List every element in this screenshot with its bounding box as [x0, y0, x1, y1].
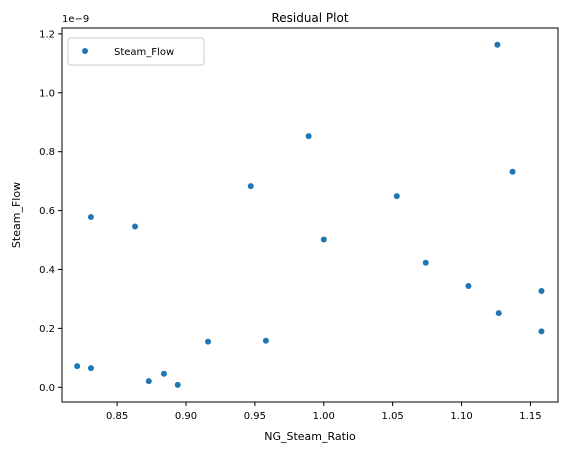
data-point [422, 259, 429, 266]
y-tick-label: 1.0 [39, 88, 55, 99]
data-point [132, 223, 139, 230]
plot-frame [61, 27, 559, 403]
y-tick-label: 1.2 [39, 29, 55, 40]
x-tick-label: 0.95 [244, 411, 266, 422]
data-point [509, 168, 516, 175]
chart-title: Residual Plot [271, 11, 348, 25]
y-tick-label: 0.2 [39, 324, 55, 335]
data-point [247, 183, 254, 190]
data-point [495, 310, 502, 317]
x-axis-title: NG_Steam_Ratio [264, 430, 356, 443]
data-point [305, 133, 312, 140]
y-tick-label: 0.4 [39, 265, 55, 276]
data-point [205, 338, 212, 345]
data-point [538, 328, 545, 335]
x-tick-label: 1.05 [382, 411, 404, 422]
data-point [262, 337, 269, 344]
x-tick-label: 1.10 [450, 411, 472, 422]
data-point [87, 214, 94, 221]
x-tick-label: 0.85 [106, 411, 128, 422]
x-tick-label: 0.90 [175, 411, 197, 422]
data-point [87, 365, 94, 372]
data-point [393, 193, 400, 200]
y-axis: 0.0 0.2 0.4 0.6 0.8 1.0 1.2 [39, 29, 62, 394]
legend-label: Steam_Flow [114, 47, 174, 58]
data-point [174, 381, 181, 388]
x-tick-label: 1.00 [313, 411, 335, 422]
legend-marker [82, 48, 88, 54]
data-point [145, 378, 152, 385]
y-axis-title: Steam_Flow [10, 182, 23, 248]
plot-area [74, 41, 545, 388]
data-point [160, 370, 167, 377]
legend-box [67, 37, 205, 66]
y-offset-label: 1e−9 [62, 14, 89, 25]
data-point [538, 287, 545, 294]
data-point [74, 363, 81, 370]
legend: Steam_Flow [67, 37, 205, 66]
data-point [494, 41, 501, 48]
x-tick-label: 1.15 [519, 411, 541, 422]
data-point [320, 236, 327, 243]
y-tick-label: 0.6 [39, 206, 55, 217]
data-point [465, 282, 472, 289]
y-tick-label: 0.0 [39, 383, 55, 394]
y-tick-label: 0.8 [39, 147, 55, 158]
x-axis: 0.85 0.90 0.95 1.00 1.05 1.10 1.15 [106, 402, 542, 422]
